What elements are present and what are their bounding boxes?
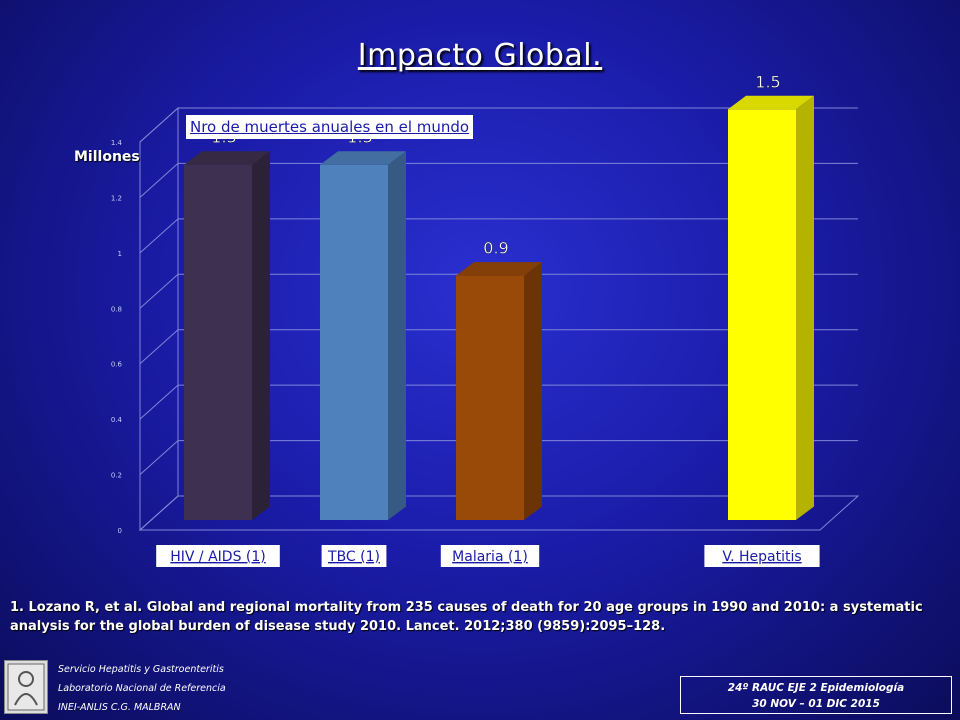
y-tick-label: 0 [118, 527, 122, 535]
bar-front [320, 164, 388, 520]
category-box [704, 545, 820, 567]
x-category: V. Hepatitis [704, 545, 820, 567]
gridline-diagonal [139, 440, 179, 475]
bar-front [728, 109, 796, 521]
event-name: 24º RAUC EJE 2 Epidemiología [727, 682, 905, 694]
y-tick-label: 0.2 [111, 472, 122, 480]
y-tick-label: 1.4 [111, 139, 123, 147]
institution-logo [4, 660, 48, 714]
data-labels: 1.31.30.91.5 [211, 72, 781, 258]
category-box [440, 545, 540, 567]
bar-front [456, 275, 524, 520]
data-label: 0.9 [483, 239, 508, 258]
y-axis-ticks: 0 0.2 0.4 0.6 0.8 1 1.2 1.4 [111, 139, 123, 535]
chart-bars [184, 95, 814, 521]
category-label: V. Hepatitis [722, 549, 801, 565]
x-axis-categories: HIV / AIDS (1) TBC (1) Malaria (1) V. Hepat… [156, 545, 820, 567]
footer-line: Servicio Hepatitis y Gastroenteritis [58, 664, 224, 675]
chart-subtitle: Nro de muertes anuales en el mundo [186, 115, 474, 139]
gridline-diagonal [139, 163, 179, 198]
y-tick-label: 0.4 [111, 416, 123, 424]
x-category: TBC (1) [321, 545, 387, 567]
bar-top [320, 151, 406, 165]
bar-side [388, 151, 406, 520]
category-box [156, 545, 280, 567]
bar-top [184, 151, 270, 165]
footer-institution: Servicio Hepatitis y Gastroenteritis Lab… [58, 660, 226, 717]
gridline-diagonal [139, 495, 179, 531]
y-tick-label: 0.6 [111, 361, 123, 369]
gridline-diagonal [139, 218, 179, 254]
y-tick-label: 1 [118, 250, 122, 258]
bar-side [796, 95, 814, 521]
footer-line: INEI-ANLIS C.G. MALBRAN [58, 702, 181, 713]
unit-label: Millones [74, 149, 140, 165]
footer-line: Laboratorio Nacional de Referencia [58, 683, 226, 694]
slide-title: Impacto Global. [357, 38, 603, 73]
category-label: HIV / AIDS (1) [170, 549, 266, 565]
bar-side [252, 151, 270, 520]
data-label: 1.5 [755, 72, 780, 91]
gridline-diagonal [139, 273, 179, 309]
event-box: 24º RAUC EJE 2 Epidemiología 30 NOV – 01… [680, 676, 952, 714]
y-tick-label: 1.2 [111, 194, 122, 202]
y-tick-label: 0.8 [111, 305, 122, 313]
category-label: TBC (1) [327, 549, 380, 565]
reference-footnote: 1. Lozano R, et al. Global and regional … [10, 600, 923, 634]
gridline-diagonal [139, 329, 179, 365]
gridline-diagonal [139, 384, 179, 420]
bar-side [524, 262, 542, 520]
category-label: Malaria (1) [452, 549, 528, 565]
bar-top [456, 262, 542, 276]
x-category: Malaria (1) [440, 545, 540, 567]
category-box [321, 545, 387, 567]
x-category: HIV / AIDS (1) [156, 545, 280, 567]
bar-front [184, 164, 252, 520]
bar-top [728, 95, 814, 110]
side-wall [139, 106, 179, 532]
gridline-diagonal [139, 107, 179, 143]
event-dates: 30 NOV – 01 DIC 2015 [752, 698, 880, 710]
